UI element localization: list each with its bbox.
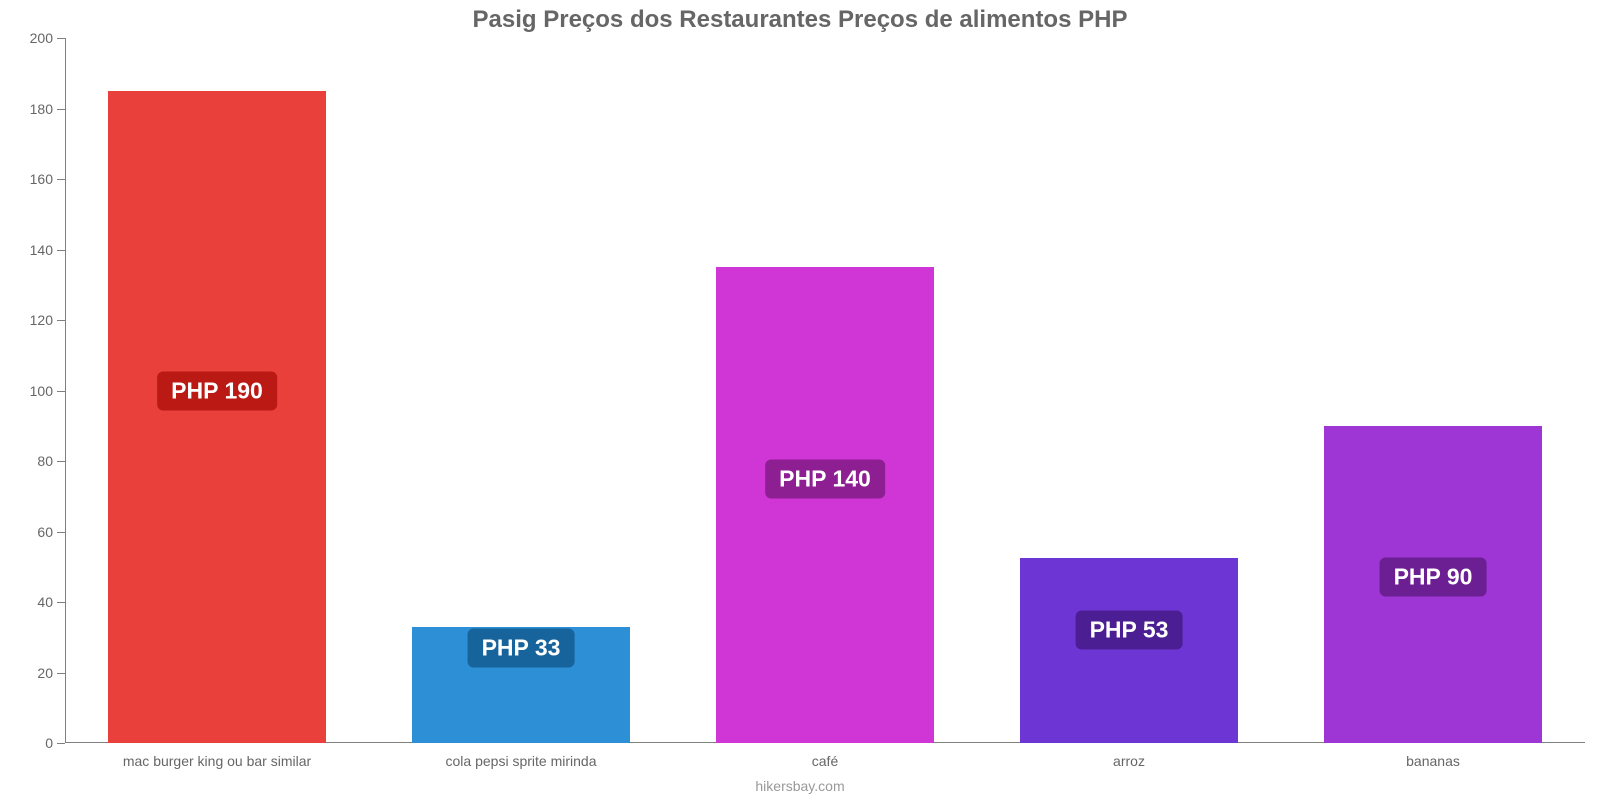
y-tick-label: 120 bbox=[30, 312, 65, 328]
y-tick-label: 0 bbox=[45, 735, 65, 751]
bar bbox=[716, 267, 935, 743]
y-tick-label: 140 bbox=[30, 242, 65, 258]
chart-footer: hikersbay.com bbox=[0, 778, 1600, 794]
x-category-label: cola pepsi sprite mirinda bbox=[446, 743, 597, 769]
y-tick-label: 60 bbox=[37, 524, 65, 540]
x-category-label: arroz bbox=[1113, 743, 1145, 769]
y-tick-label: 180 bbox=[30, 101, 65, 117]
y-tick-label: 200 bbox=[30, 30, 65, 46]
y-tick-label: 80 bbox=[37, 453, 65, 469]
y-tick-label: 40 bbox=[37, 594, 65, 610]
plot-area: 020406080100120140160180200mac burger ki… bbox=[65, 38, 1585, 743]
value-badge: PHP 33 bbox=[468, 628, 575, 667]
y-tick-label: 100 bbox=[30, 383, 65, 399]
x-category-label: café bbox=[812, 743, 838, 769]
bar bbox=[108, 91, 327, 743]
value-badge: PHP 53 bbox=[1076, 611, 1183, 650]
x-category-label: bananas bbox=[1406, 743, 1460, 769]
y-axis-line bbox=[65, 38, 66, 743]
value-badge: PHP 140 bbox=[765, 459, 885, 498]
y-tick-label: 20 bbox=[37, 665, 65, 681]
price-bar-chart: Pasig Preços dos Restaurantes Preços de … bbox=[0, 0, 1600, 800]
value-badge: PHP 90 bbox=[1380, 558, 1487, 597]
x-category-label: mac burger king ou bar similar bbox=[123, 743, 311, 769]
bar bbox=[1020, 558, 1239, 743]
value-badge: PHP 190 bbox=[157, 371, 277, 410]
y-tick-label: 160 bbox=[30, 171, 65, 187]
chart-title: Pasig Preços dos Restaurantes Preços de … bbox=[0, 0, 1600, 34]
